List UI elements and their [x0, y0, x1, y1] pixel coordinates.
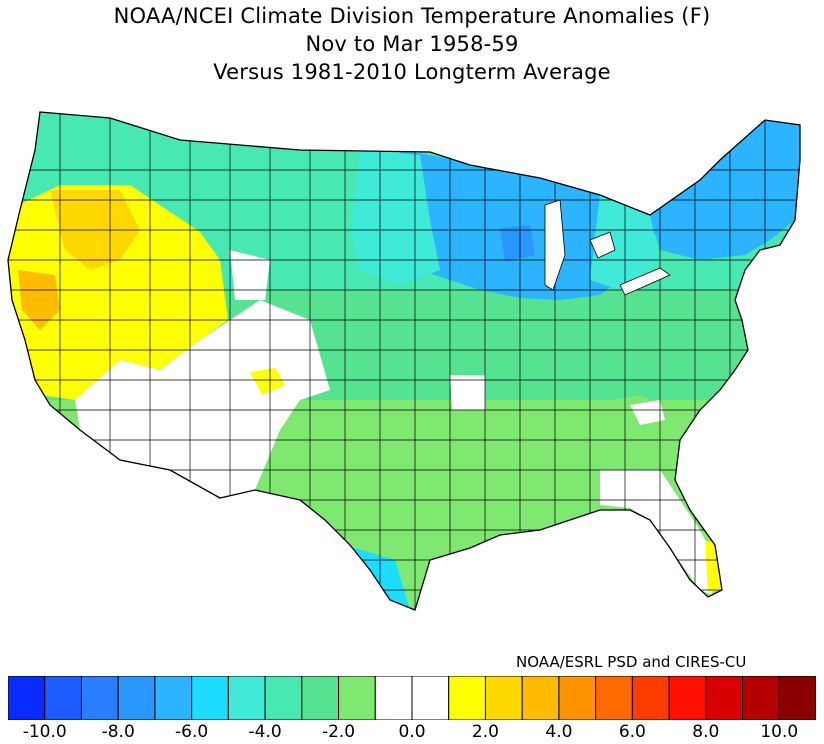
colorbar-swatch [484, 676, 523, 720]
colorbar-swatch [80, 676, 119, 720]
colorbar-swatch [264, 676, 303, 720]
division-boundaries [8, 112, 800, 610]
region-florida-neutral [600, 470, 715, 595]
colorbar-tick-label: 2.0 [471, 722, 499, 742]
colorbar-swatch [191, 676, 229, 720]
colorbar [8, 676, 816, 720]
region-appalachia-neutral [630, 400, 665, 425]
colorbar-swatch [227, 676, 266, 720]
colorbar-swatch [411, 676, 450, 720]
map-subtitle-baseline: Versus 1981-2010 Longterm Average [213, 60, 611, 84]
colorbar-swatch [374, 676, 413, 720]
region-utah-warm [250, 368, 285, 395]
colorbar-swatch [301, 676, 340, 720]
region-ncal-warm [18, 270, 60, 330]
colorbar-swatch [448, 676, 486, 720]
region-wisconsin-cold [500, 225, 535, 262]
colorbar-tick-label: -8.0 [101, 722, 135, 742]
region-arkansas-neutral [450, 375, 485, 410]
colorbar-swatch [631, 676, 670, 720]
colorbar-tick-label: 4.0 [545, 722, 573, 742]
colorbar-tick-label: -10.0 [22, 722, 67, 742]
colorbar-tick-label: 10.0 [760, 722, 799, 742]
colorbar-swatch [668, 676, 707, 720]
colorbar-swatch [44, 676, 82, 720]
lake-erie [619, 267, 671, 296]
region-wyoming-neutral [230, 250, 270, 300]
lake-huron [589, 231, 616, 259]
lake-michigan [544, 199, 566, 291]
region-new-england [650, 120, 800, 260]
colorbar-swatch [154, 676, 193, 720]
map-title: NOAA/NCEI Climate Division Temperature A… [113, 4, 711, 28]
colorbar-tick-label: -6.0 [175, 722, 209, 742]
colorbar-swatch [778, 676, 816, 720]
colorbar-tick-label: 8.0 [692, 722, 720, 742]
region-northern-plains [345, 150, 440, 285]
colorbar-swatch [8, 676, 46, 720]
colorbar-swatch [742, 676, 780, 720]
colorbar-swatch [338, 676, 376, 720]
colorbar-tick-label: -4.0 [248, 722, 282, 742]
colorbar-swatch [705, 676, 744, 720]
colorbar-swatch [117, 676, 156, 720]
colorbar-swatch [558, 676, 597, 720]
map-subtitle-period: Nov to Mar 1958-59 [305, 32, 519, 56]
colorbar-tick-label: 6.0 [618, 722, 646, 742]
colorbar-tick-label: -2.0 [321, 722, 356, 742]
colorbar-swatch [595, 676, 633, 720]
credit-text: NOAA/ESRL PSD and CIRES-CU [516, 653, 747, 671]
colorbar-tick-label: 0.0 [398, 722, 426, 742]
us-climate-division-map [7, 111, 801, 611]
region-southwest-neutral [75, 300, 330, 498]
colorbar-swatch [521, 676, 560, 720]
